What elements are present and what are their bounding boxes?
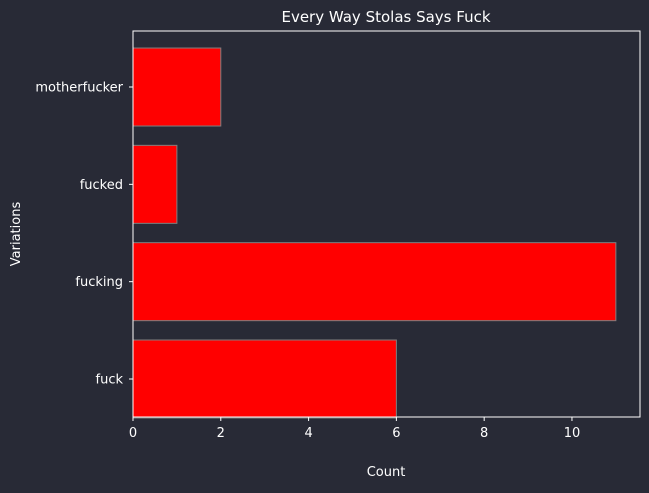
x-tick-label: 0 xyxy=(129,426,137,441)
y-tick-label: motherfucker xyxy=(35,81,123,96)
bar-fuck xyxy=(132,339,397,419)
x-ticks: 0 2 4 6 8 10 xyxy=(129,417,580,441)
bars-group xyxy=(132,47,617,419)
y-tick-label: fuck xyxy=(96,373,124,388)
x-tick-label: 6 xyxy=(392,426,400,441)
x-tick-label: 4 xyxy=(304,426,312,441)
y-tick-label: fucked xyxy=(80,178,123,193)
y-axis-label: Variations xyxy=(9,202,24,267)
x-axis-label: Count xyxy=(367,465,406,480)
bar-fucked xyxy=(132,144,178,224)
x-tick-label: 8 xyxy=(480,426,488,441)
bar-fucking xyxy=(132,242,617,322)
x-tick-label: 2 xyxy=(217,426,225,441)
chart-title: Every Way Stolas Says Fuck xyxy=(281,8,490,26)
plot-frame xyxy=(132,30,641,418)
x-tick-label: 10 xyxy=(564,426,581,441)
y-tick-label: fucking xyxy=(75,275,123,290)
bar-motherfucker xyxy=(132,47,222,127)
y-ticks: fuck fucking fucked motherfucker xyxy=(35,81,133,388)
